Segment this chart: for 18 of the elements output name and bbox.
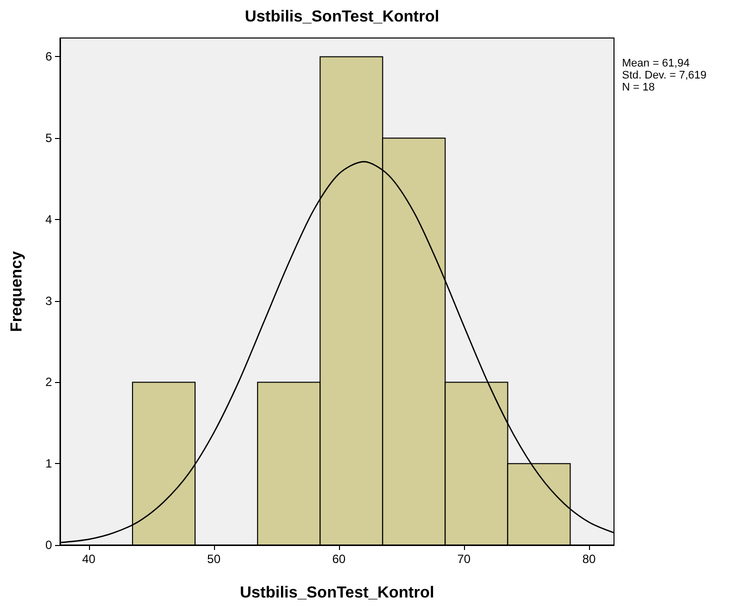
y-tick-label: 2 [45,375,52,390]
x-axis-title: Ustbilis_SonTest_Kontrol [240,584,434,602]
y-tick-label: 3 [45,294,52,308]
chart-title: Ustbilis_SonTest_Kontrol [244,8,440,26]
y-tick-label: 0 [45,538,52,552]
y-tick-label: 6 [45,50,52,64]
x-tick-label: 70 [457,552,471,566]
x-tick-label: 40 [82,552,96,566]
y-tick-label: 4 [45,212,52,226]
text: Mean = 61,94 [622,58,690,70]
x-tick-label: 50 [207,552,221,566]
y-tick-label: 1 [45,456,52,471]
x-tick-label: 60 [332,552,346,566]
x-tick-label: 80 [582,552,596,566]
y-axis-title: Frequency [8,250,26,332]
text: N = 18 [622,82,655,94]
text: Std. Dev. = 7,619 [622,70,706,82]
y-tick-label: 5 [45,131,52,146]
